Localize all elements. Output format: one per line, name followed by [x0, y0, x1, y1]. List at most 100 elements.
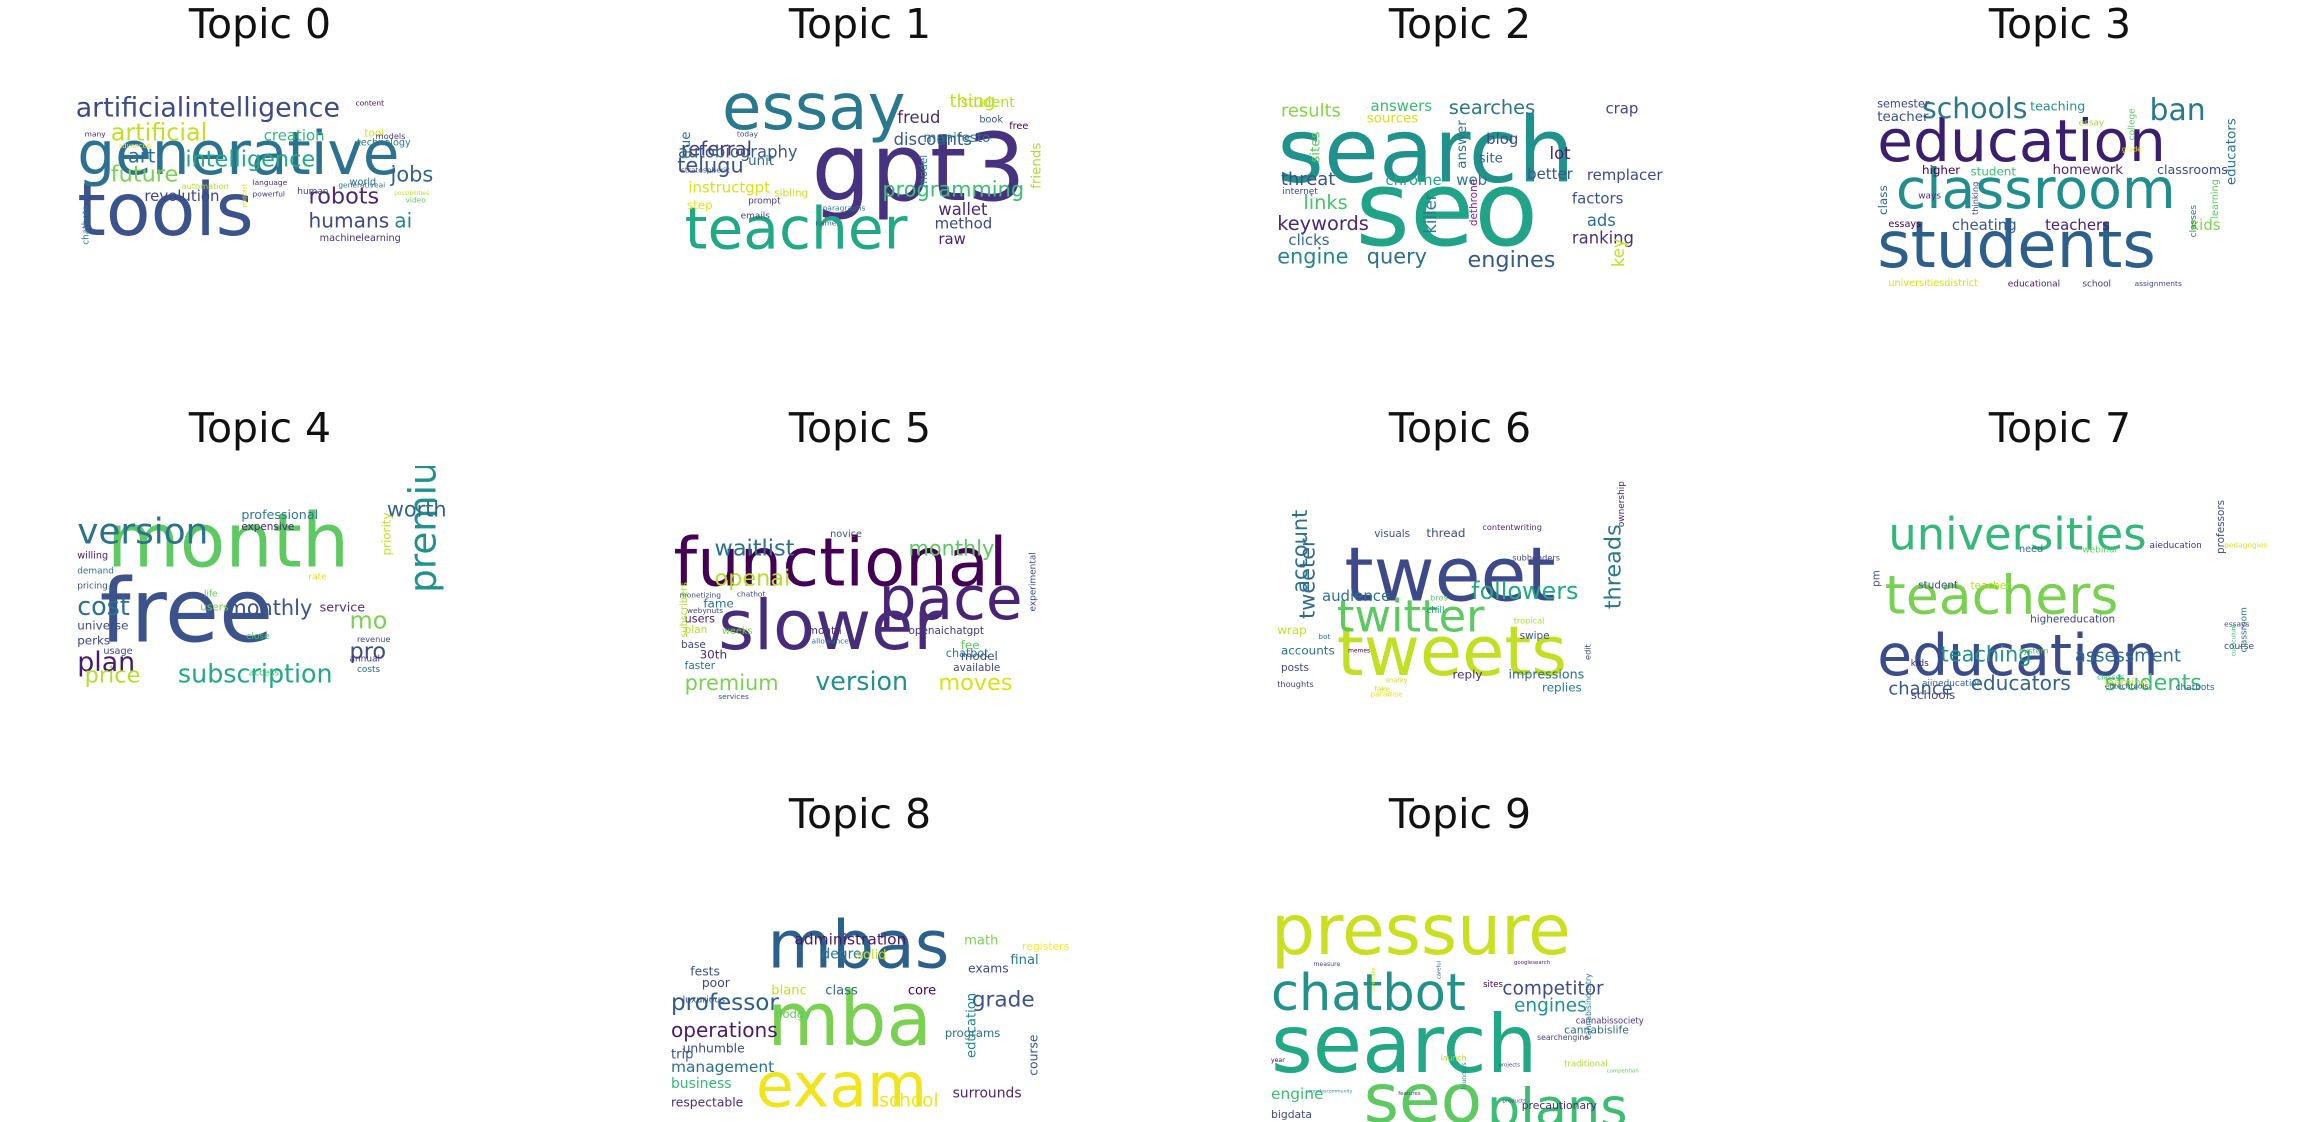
cloud-word: poor: [702, 976, 731, 990]
cloud-word: free: [100, 559, 274, 662]
cloud-word: telugu: [677, 153, 744, 177]
cloud-word: functional: [673, 523, 1007, 601]
cloud-word: exam: [756, 1050, 927, 1122]
cloud-word: universities: [1888, 508, 2146, 561]
cloud-word: podcast: [242, 183, 249, 207]
cloud-word: classroom: [2240, 607, 2250, 652]
cloud-word: chill: [1426, 606, 1444, 616]
cloud-word: experimental: [1028, 552, 1038, 611]
cloud-word: ownership: [1617, 481, 1627, 527]
cloud-word: operations: [671, 1018, 778, 1042]
wordcloud-panel-6: Topic 6 tweet tweets twitter followers thread…: [1210, 404, 1710, 701]
cloud-word: system: [2019, 645, 2049, 655]
cloud-word: swipe: [1520, 630, 1550, 642]
cloud-word: weeks: [722, 626, 753, 637]
cloud-word: learning: [2105, 677, 2148, 689]
cloud-word: sites: [1309, 132, 1324, 163]
cloud-word: educators: [2224, 118, 2239, 185]
cloud-word: answers: [1370, 97, 1432, 115]
cloud-word: threads: [1600, 524, 1626, 609]
cloud-word: video: [405, 195, 426, 204]
panel-title: Topic 0: [188, 0, 332, 48]
cloud-word: measure: [1313, 961, 1340, 968]
cloud-word: 30th: [700, 647, 727, 661]
cloud-word: trip: [671, 1048, 694, 1063]
cloud-word: final: [1010, 953, 1038, 968]
cloud-word: essay: [2079, 118, 2105, 128]
cloud-word: fests: [690, 964, 720, 978]
cloud-word: users: [685, 613, 715, 626]
cloud-word: discounts: [894, 130, 972, 149]
wordcloud-panel-9: Topic 9 pressure chatbot search seo plans comp…: [1210, 790, 1710, 1122]
cloud-word: business: [671, 1076, 731, 1092]
cloud-word: engine: [1277, 244, 1348, 268]
cloud-word: sites: [1483, 979, 1503, 989]
cloud-word: kids: [2191, 216, 2221, 234]
cloud-word: tweets: [1337, 612, 1567, 692]
cloud-word: universitiesdistrict: [1888, 278, 1978, 289]
cloud-word: access: [249, 669, 279, 679]
cloud-word: chathot: [737, 590, 766, 599]
cloud-word: mo: [350, 607, 388, 635]
cloud-word: ads: [1587, 211, 1616, 230]
cloud-word: available: [953, 662, 1000, 674]
cloud-word: ai: [394, 209, 412, 233]
cloud-word: generativeai: [338, 180, 385, 189]
cloud-word: essays: [2224, 619, 2249, 628]
cloud-word: slower: [718, 586, 942, 666]
cloud-word: account: [1288, 510, 1312, 593]
cloud-word: educational: [2008, 280, 2060, 290]
cloud-word: homework: [2053, 163, 2124, 178]
cloud-word: seo: [1364, 1060, 1483, 1122]
cloud-word: teacher: [685, 195, 908, 263]
cloud-word: essay: [722, 70, 906, 145]
panel-title: Topic 3: [1988, 0, 2132, 48]
cloud-word: thing: [950, 91, 996, 112]
cloud-word: students: [1877, 208, 2156, 283]
cloud-word: remplacer: [1587, 166, 1664, 184]
cloud-word: classes: [2097, 672, 2124, 681]
cloud-word: seo: [1356, 148, 1539, 270]
cloud-word: math: [964, 934, 998, 949]
cloud-word: technology: [357, 138, 411, 149]
cloud-word: webinar: [2082, 546, 2118, 556]
cloud-word: mbas: [767, 906, 949, 984]
cloud-word: luxurious: [683, 994, 726, 1005]
cloud-word: bot: [1318, 632, 1330, 641]
cloud-word: close: [247, 632, 271, 642]
cloud-word: blog: [1486, 130, 1518, 148]
cloud-word: classes: [2189, 205, 2199, 238]
cloud-word: subheaders: [1512, 553, 1560, 563]
panel-title: Topic 8: [788, 790, 932, 838]
cloud-word: links: [1303, 191, 1347, 214]
cloud-word: usage: [103, 646, 132, 657]
cloud-word: assignments: [2135, 279, 2182, 288]
cloud-word: student: [1970, 164, 2016, 178]
cloud-word: teacher: [1970, 580, 2011, 592]
cloud-word: exams: [968, 961, 1009, 975]
cloud-word: year: [1271, 1057, 1285, 1064]
cloud-word: pricing: [77, 581, 108, 591]
cloud-word: expensive: [241, 521, 294, 533]
cloud-word: chatbot: [1271, 964, 1466, 1023]
cloud-word: costs: [357, 665, 381, 675]
cloud-word: life: [204, 590, 218, 600]
cloud-word: powerful: [253, 189, 285, 198]
panel-title: Topic 9: [1388, 790, 1532, 838]
cloud-word: paragraphs: [823, 203, 866, 212]
cloud-word: future: [111, 161, 179, 187]
cloud-word: friends: [1030, 143, 1045, 189]
cloud-word: features: [1398, 1091, 1420, 1097]
cloud-word: subscription: [178, 658, 333, 688]
cloud-word: grade: [972, 987, 1035, 1012]
cloud-word: pedagogies: [2224, 540, 2267, 549]
cloud-word: classroom: [1896, 158, 2176, 222]
cloud-word: sibling: [774, 187, 808, 199]
cloud-word: grade: [2122, 146, 2142, 154]
cloud-word: chrome: [1385, 171, 1441, 189]
cloud-word: class: [1876, 185, 1890, 215]
cloud-word: pressure: [1271, 891, 1571, 971]
cloud-word: autobiography: [678, 142, 798, 161]
cloud-word: gpt3: [812, 113, 1026, 222]
